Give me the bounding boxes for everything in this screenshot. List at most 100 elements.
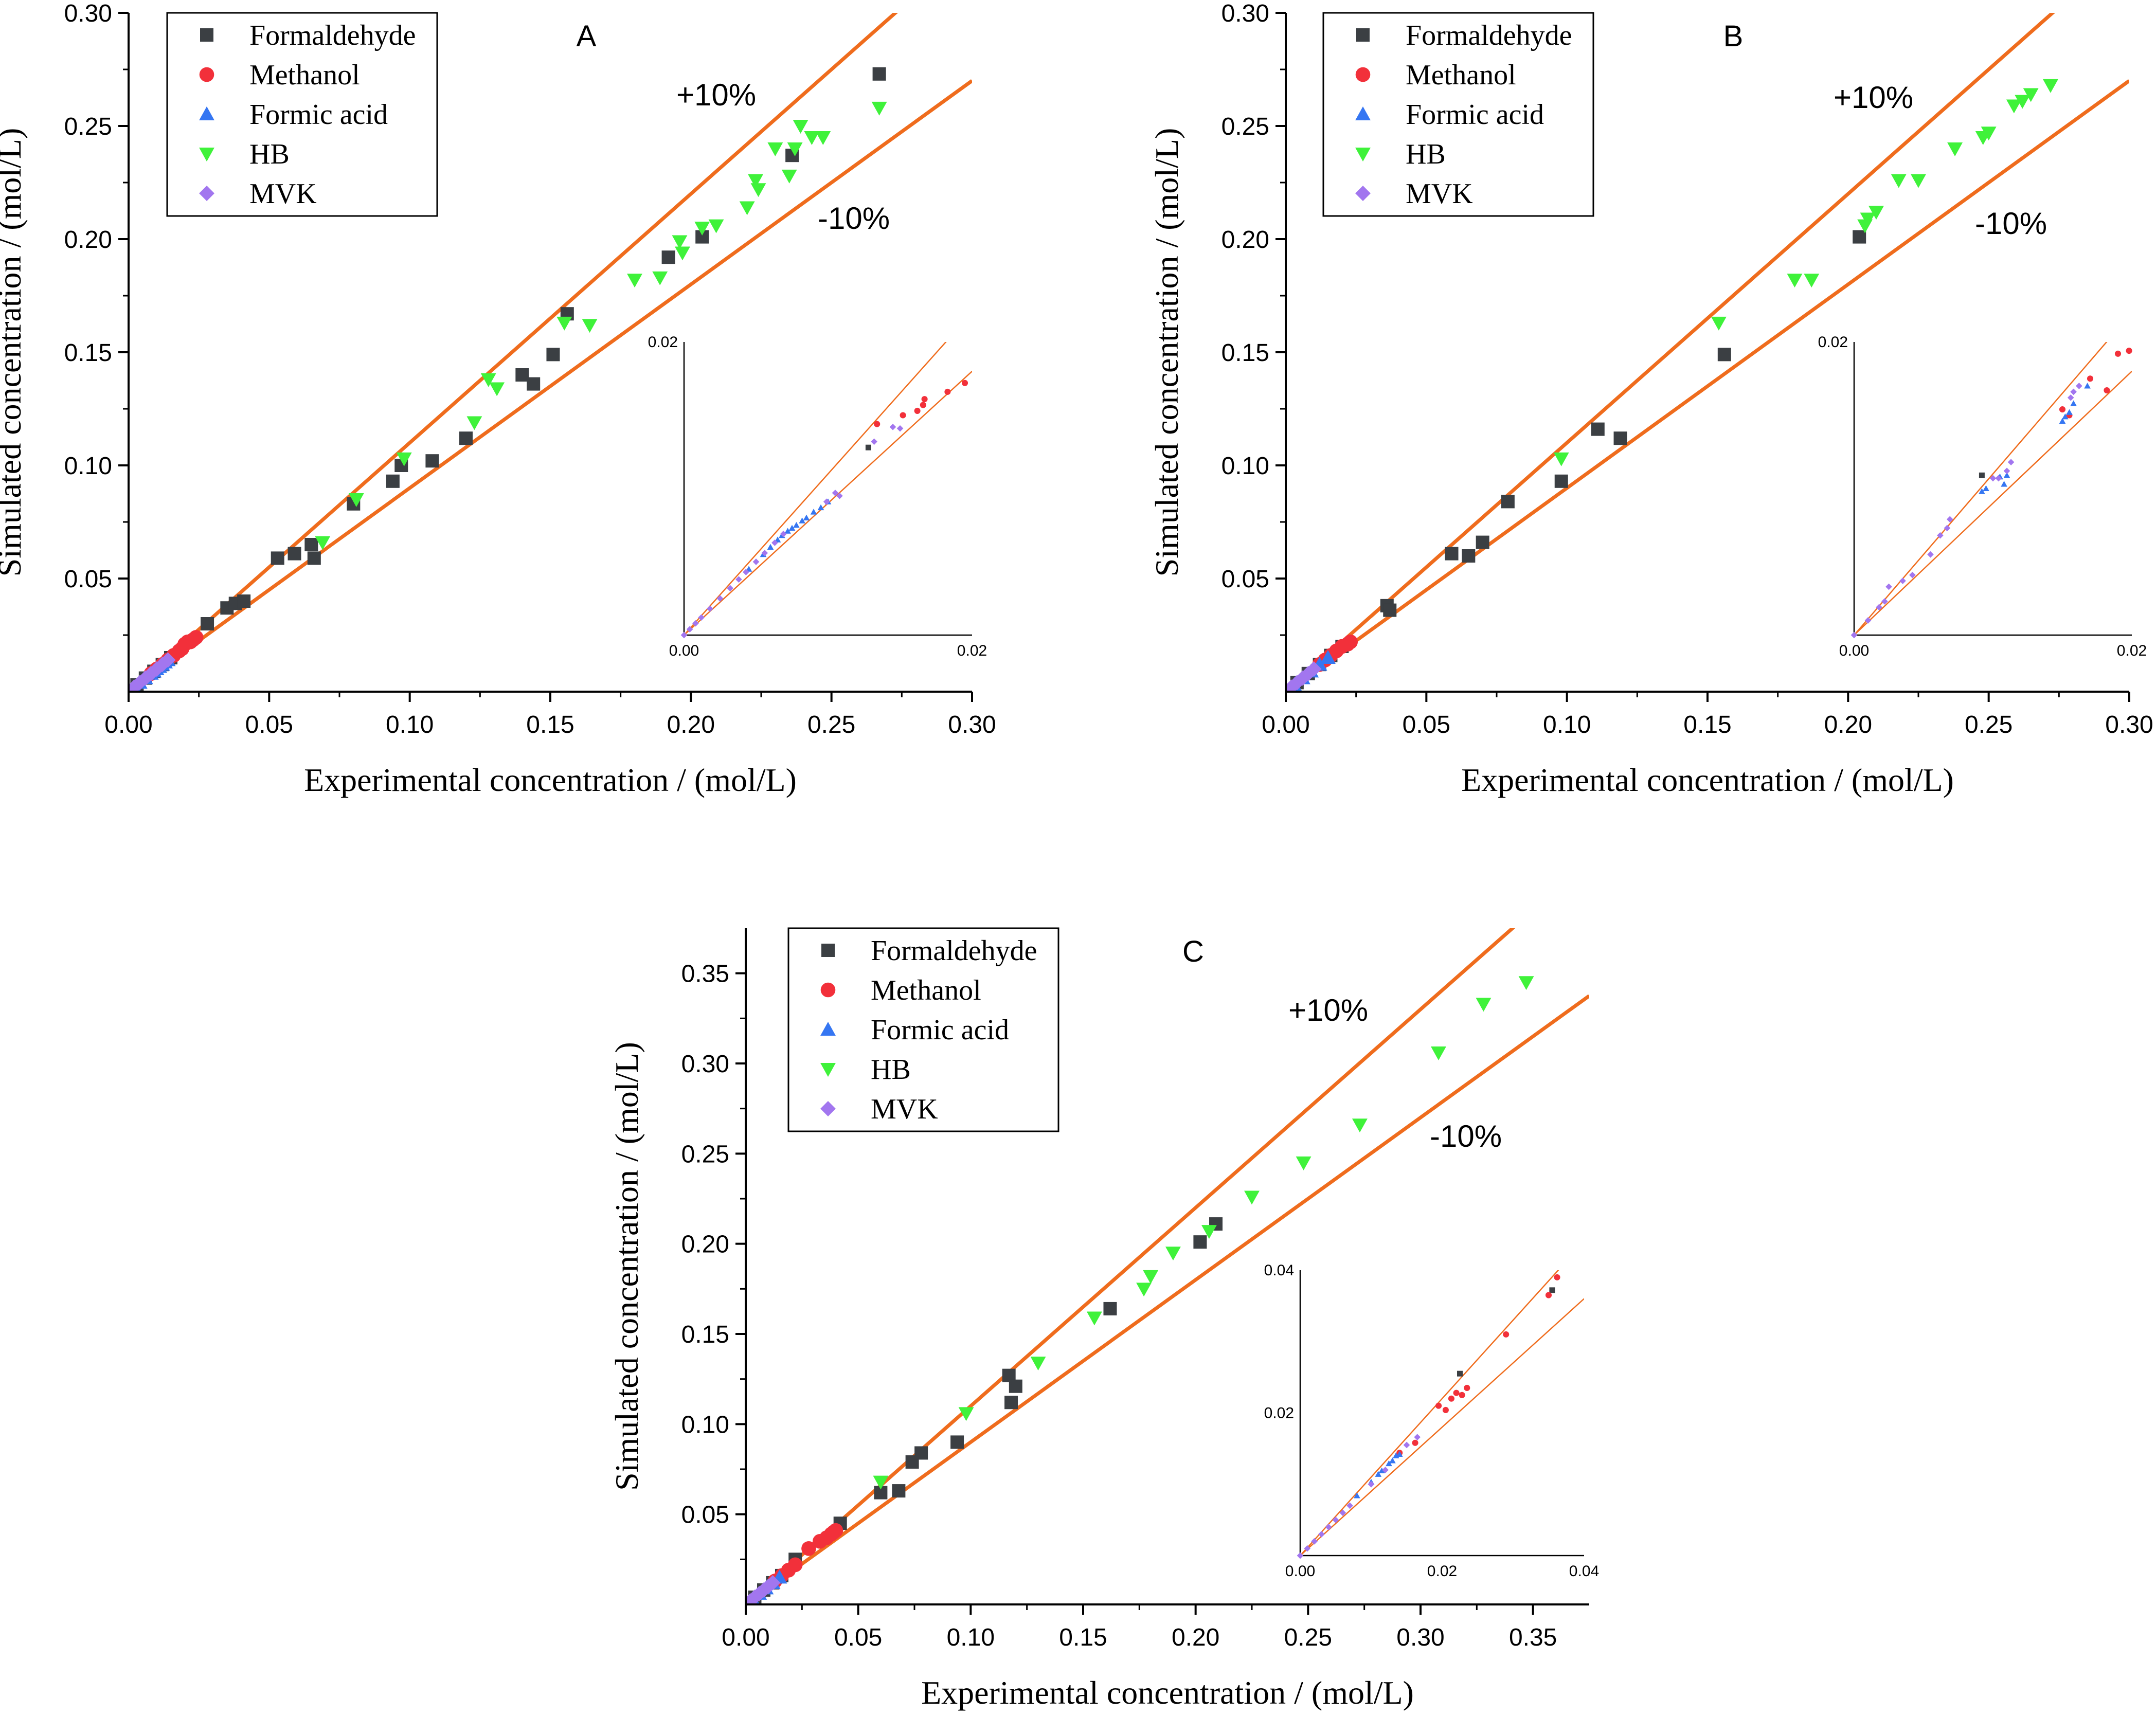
inset-point-formaldehyde (865, 444, 871, 450)
data-point-formaldehyde (386, 474, 400, 488)
reference-lines (129, 13, 972, 692)
legend-box (1322, 12, 1594, 217)
inset-point-formic-acid (2001, 481, 2007, 487)
x-tick-label: 0.30 (948, 711, 996, 738)
x-tick-label: 0.00 (722, 1624, 769, 1651)
inset-point-formic-acid (1386, 1460, 1392, 1467)
data-point-hb (739, 201, 755, 215)
data-point-formaldehyde (271, 551, 284, 565)
data-point-formaldehyde (1501, 495, 1515, 509)
legend-marker-formic-acid (820, 1022, 836, 1036)
inset-point-methanol (961, 380, 968, 386)
inset-point-methanol (1545, 1292, 1552, 1298)
plus-10-label: +10% (676, 78, 756, 112)
inset-point-mvk (780, 531, 787, 537)
y-tick-label: 0.25 (64, 113, 112, 140)
legend-marker-formaldehyde (200, 28, 213, 42)
x-tick-label: 0.05 (1403, 711, 1450, 738)
legend-label-formaldehyde: Formaldehyde (249, 20, 416, 51)
inset-x-tick-label: 0.02 (2117, 642, 2147, 659)
data-point-formaldehyde (425, 454, 439, 468)
legend-label-methanol: Methanol (871, 974, 981, 1006)
inset-x-tick-label: 0.00 (1839, 642, 1869, 659)
data-point-hb (1981, 127, 1997, 141)
inset-point-formic-acid (788, 525, 796, 531)
minus-10-label: -10% (1430, 1119, 1502, 1153)
data-point-hb (1518, 976, 1534, 990)
inset-point-formic-acid (1378, 1467, 1386, 1473)
x-tick-label: 0.05 (245, 711, 293, 738)
x-tick-label: 0.00 (1262, 711, 1309, 738)
inset-point-mvk (692, 620, 699, 627)
x-tick-label: 0.10 (386, 711, 434, 738)
y-tick-label: 0.30 (681, 1051, 729, 1078)
x-axis-label: Experimental concentration / (mol/L) (304, 762, 797, 798)
legend-label-methanol: Methanol (249, 59, 360, 91)
inset-point-mvk (716, 595, 724, 602)
inset-point-formic-acid (810, 509, 817, 515)
plus-10-label: +10% (1834, 80, 1913, 115)
data-point-formaldehyde (1853, 230, 1866, 244)
inset-point-formic-acid (784, 528, 791, 534)
legend-label-formic-acid: Formic acid (249, 99, 388, 131)
data-point-formaldehyde (527, 377, 541, 391)
data-point-formaldehyde (1476, 535, 1489, 549)
minus-10-label: -10% (818, 201, 890, 236)
inset-y-tick-label: 0.04 (1264, 1262, 1294, 1279)
y-tick-label: 0.05 (1221, 566, 1269, 593)
data-point-hb (1030, 1357, 1046, 1371)
y-tick-label: 0.25 (1221, 113, 1269, 140)
inset-x-tick-label: 0.00 (669, 642, 699, 659)
x-tick-label: 0.30 (2105, 711, 2153, 738)
y-axis-label: Simulated concentration / (mol/L) (1148, 128, 1185, 577)
data-point-hb (1143, 1270, 1159, 1284)
legend-box (787, 927, 1059, 1132)
inset-point-mvk (1946, 516, 1953, 523)
data-point-mvk (1300, 665, 1316, 681)
inset-point-mvk (1332, 1517, 1339, 1523)
y-tick-label: 0.20 (64, 226, 112, 254)
x-tick-label: 0.25 (807, 711, 855, 738)
inset-point-methanol (914, 407, 921, 414)
inset-point-formic-acid (2066, 409, 2073, 415)
inset-point-formic-acid (817, 504, 824, 511)
data-point-methanol (787, 1557, 803, 1573)
y-axis-label: Simulated concentration / (mol/L) (0, 128, 28, 577)
inset-point-mvk (1989, 475, 1997, 482)
y-tick-label: 0.05 (681, 1502, 729, 1529)
data-point-methanol (1343, 634, 1358, 649)
inset-point-methanol (1435, 1402, 1442, 1409)
inset-point-mvk (2067, 394, 2074, 401)
x-tick-label: 0.00 (104, 711, 152, 738)
inset-point-mvk (2007, 459, 2015, 466)
inset-reference-lines (684, 342, 972, 635)
panel-a: 0.00 0.02 0.02 0.00 0.05 0.10 0.15 0.20 0.25 0.30… (0, 0, 996, 798)
inset-point-mvk (1850, 631, 1858, 639)
inset-point-mvk (836, 492, 843, 499)
inset-point-methanol (1554, 1274, 1560, 1280)
inset-plus-10-line (684, 342, 947, 635)
legend-label-formaldehyde: Formaldehyde (871, 935, 1037, 967)
inset-a: 0.00 0.02 0.02 (648, 334, 987, 659)
inset-point-formic-acid (2059, 418, 2066, 424)
legend-marker-formaldehyde (821, 944, 835, 957)
data-point-formaldehyde (1004, 1396, 1018, 1410)
data-points (129, 67, 887, 692)
inset-point-mvk (823, 498, 830, 505)
inset-point-mvk (2076, 383, 2082, 389)
inset-point-formic-acid (1375, 1471, 1382, 1477)
legend-marker-formic-acid (1355, 106, 1371, 120)
data-point-hb (871, 101, 887, 116)
data-point-formaldehyde (237, 594, 251, 608)
inset-point-methanol (1464, 1384, 1470, 1391)
data-point-hb (652, 271, 668, 285)
inset-point-methanol (2114, 350, 2122, 357)
inset-point-formaldehyde (1979, 472, 1985, 478)
inset-point-methanol (1442, 1406, 1449, 1413)
data-point-formaldehyde (1009, 1379, 1022, 1393)
data-point-formaldehyde (1591, 422, 1605, 436)
plus-10-line (1286, 13, 2056, 692)
inset-point-mvk (707, 605, 713, 612)
data-point-formaldehyde (304, 538, 318, 551)
